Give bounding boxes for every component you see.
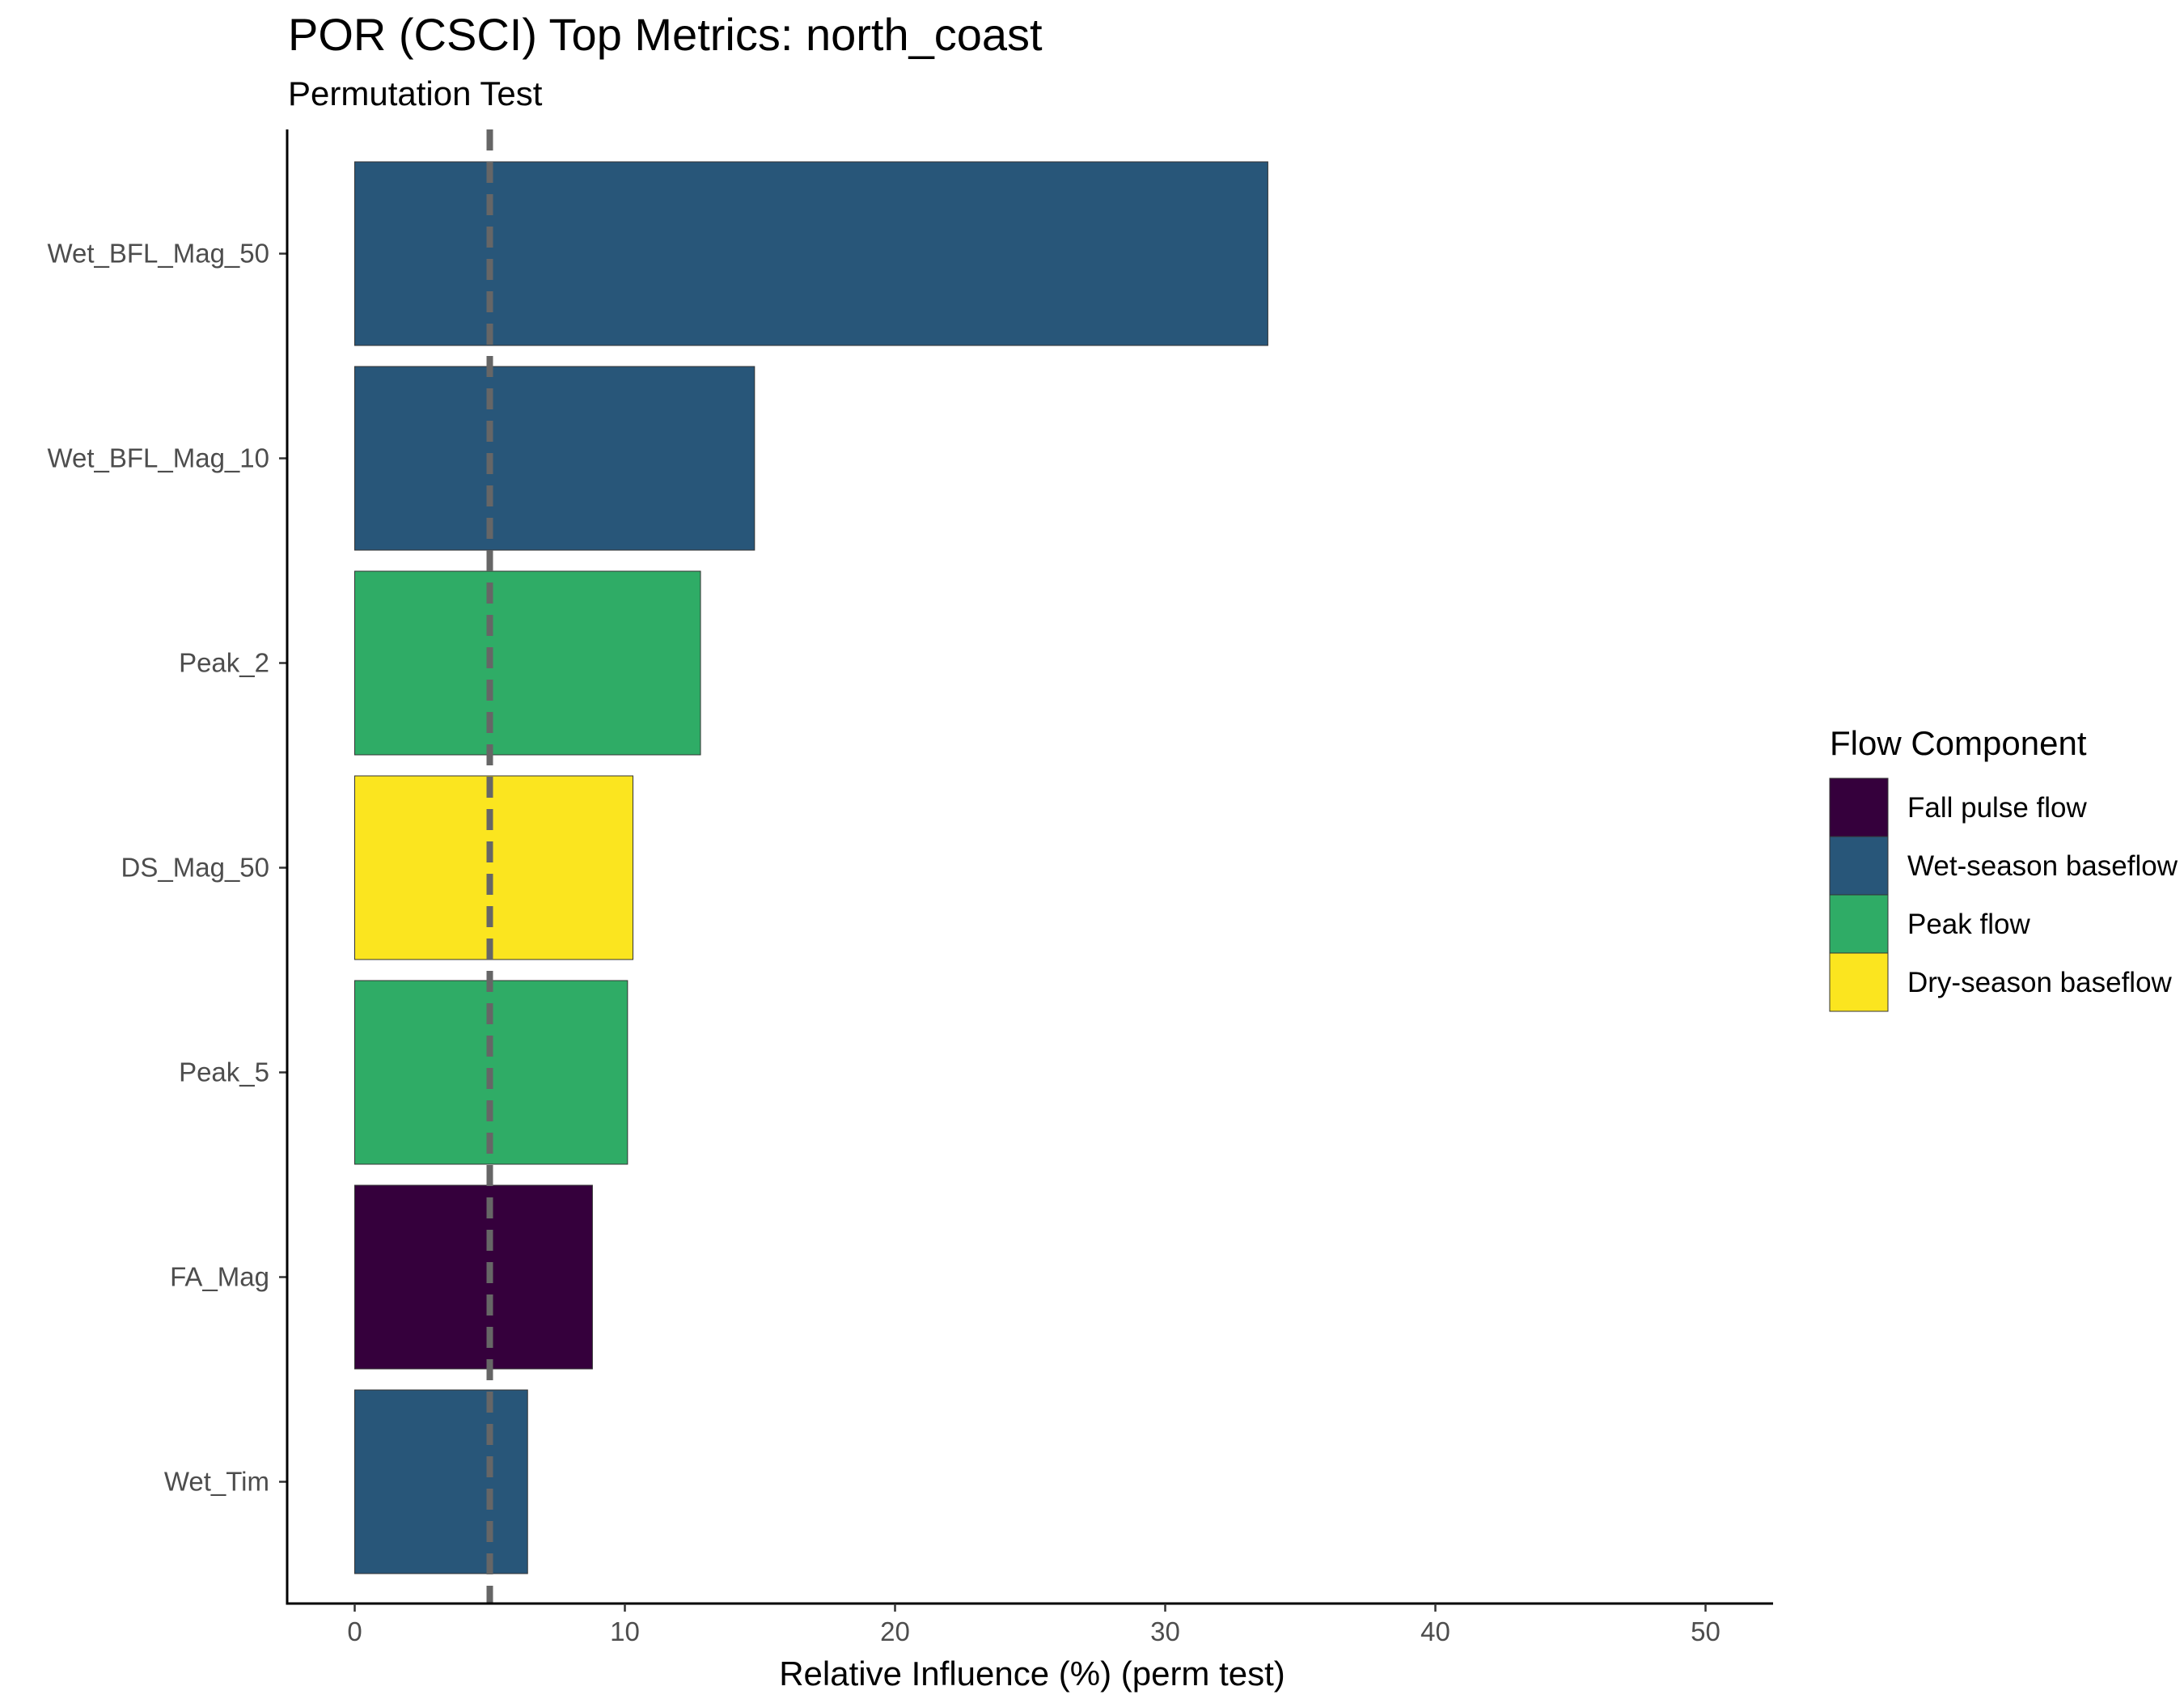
bar-Wet_Tim	[354, 1389, 528, 1574]
legend-key	[1829, 952, 1889, 1012]
y-tick-label: DS_Mag_50	[121, 853, 269, 883]
y-tick-label: Peak_5	[179, 1057, 269, 1087]
legend-key	[1829, 894, 1889, 954]
legend-label: Peak flow	[1907, 909, 2030, 940]
bar-Peak_2	[354, 570, 701, 756]
bar-DS_Mag_50	[354, 775, 634, 960]
y-tick-label: FA_Mag	[170, 1262, 269, 1292]
y-tick-label: Peak_2	[179, 648, 269, 678]
y-tick-label: Wet_BFL_Mag_10	[47, 443, 269, 473]
chart-subtitle: Permutation Test	[288, 74, 543, 112]
legend-title: Flow Component	[1830, 724, 2087, 762]
legend: Flow Component Fall pulse flow Wet-season…	[1829, 724, 2178, 1012]
x-tick-label: 50	[1691, 1616, 1721, 1646]
chart-title: POR (CSCI) Top Metrics: north_coast	[288, 9, 1043, 60]
x-axis-title: Relative Influence (%) (perm test)	[779, 1655, 1285, 1693]
bar-Wet_BFL_Mag_10	[354, 366, 756, 551]
y-tick-label: Wet_BFL_Mag_50	[47, 239, 269, 269]
legend-key	[1829, 777, 1889, 837]
legend-key	[1829, 836, 1889, 896]
y-tick-label: Wet_Tim	[164, 1467, 269, 1497]
x-tick-label: 20	[880, 1616, 910, 1646]
x-tick-label: 10	[610, 1616, 640, 1646]
legend-label: Fall pulse flow	[1907, 792, 2087, 824]
x-tick-label: 40	[1420, 1616, 1450, 1646]
legend-label: Wet-season baseflow	[1907, 850, 2178, 882]
bar-FA_Mag	[354, 1184, 593, 1370]
legend-label: Dry-season baseflow	[1907, 967, 2173, 998]
bar-Wet_BFL_Mag_50	[354, 161, 1268, 346]
plot-area: Wet_BFL_Mag_50 Wet_BFL_Mag_10 Peak_2 DS_Mag…	[47, 129, 1773, 1646]
x-tick-label: 0	[347, 1616, 362, 1646]
x-tick-label: 30	[1150, 1616, 1180, 1646]
